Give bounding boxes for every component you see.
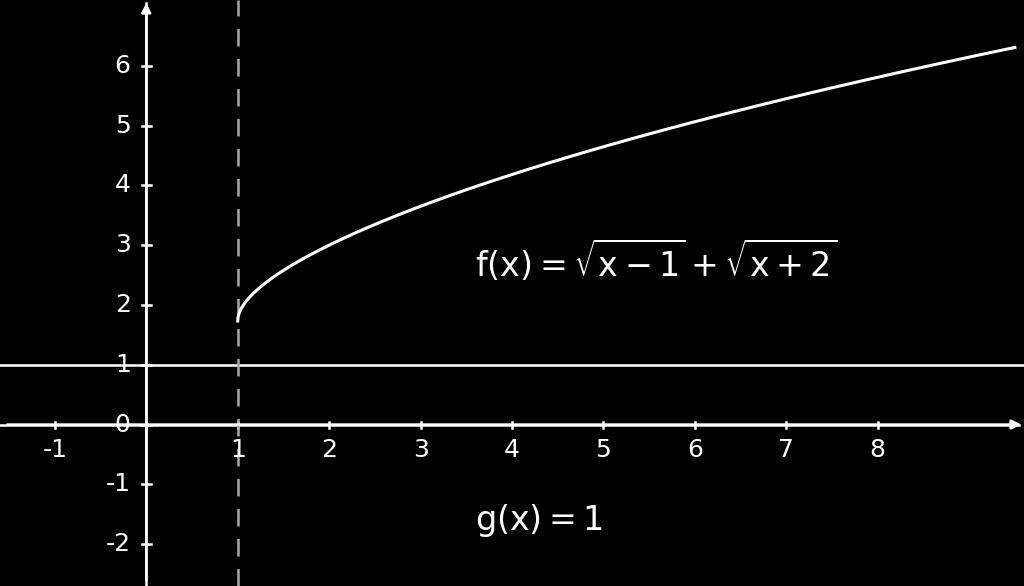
Text: $\mathrm{g(x) = 1}$: $\mathrm{g(x) = 1}$: [475, 502, 603, 539]
Text: 1: 1: [115, 353, 131, 377]
Text: -2: -2: [105, 532, 131, 556]
Text: -1: -1: [42, 438, 68, 462]
Text: 4: 4: [115, 173, 131, 197]
Text: 6: 6: [687, 438, 702, 462]
Text: 3: 3: [413, 438, 428, 462]
Text: 2: 2: [115, 293, 131, 317]
Text: -1: -1: [105, 472, 131, 496]
Text: 7: 7: [778, 438, 795, 462]
Text: 5: 5: [115, 114, 131, 138]
Text: 6: 6: [115, 54, 131, 78]
Text: 2: 2: [322, 438, 337, 462]
Text: 0: 0: [115, 413, 131, 437]
Text: $\mathrm{f(x) = \sqrt{x-1} + \sqrt{x+2}}$: $\mathrm{f(x) = \sqrt{x-1} + \sqrt{x+2}}…: [475, 237, 838, 283]
Text: 5: 5: [596, 438, 611, 462]
Text: 1: 1: [229, 438, 246, 462]
Text: 4: 4: [504, 438, 520, 462]
Text: 3: 3: [115, 233, 131, 257]
Text: 8: 8: [869, 438, 886, 462]
